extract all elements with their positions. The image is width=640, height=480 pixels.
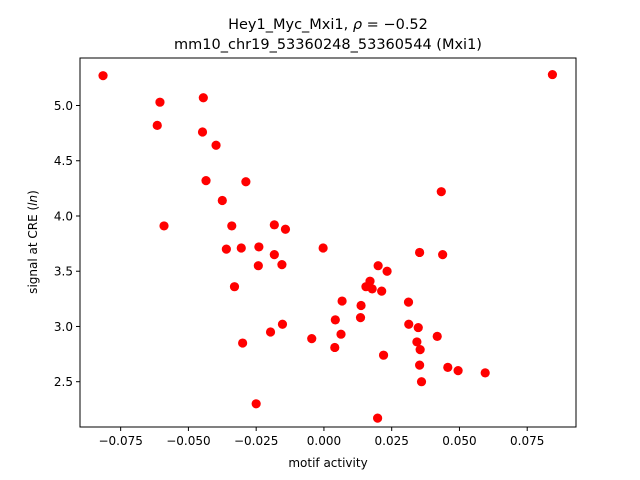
chart-title-line1: Hey1_Myc_Mxi1, ρ = −0.52: [228, 17, 428, 33]
data-point: [453, 366, 463, 376]
data-point: [336, 329, 346, 339]
data-point: [438, 250, 448, 260]
data-point: [337, 296, 347, 306]
data-point: [159, 221, 169, 231]
plot-frame: [79, 57, 577, 428]
x-tick-label: 0.000: [307, 434, 341, 448]
data-point: [404, 319, 414, 329]
data-point: [382, 266, 392, 276]
data-point: [241, 177, 251, 187]
x-tick-label: −0.075: [98, 434, 142, 448]
data-point: [269, 250, 279, 260]
data-point: [356, 300, 366, 311]
data-point: [229, 282, 240, 292]
data-point: [227, 221, 237, 231]
data-point: [277, 319, 288, 329]
data-point: [373, 413, 383, 423]
data-point: [236, 243, 246, 253]
data-point: [330, 342, 340, 353]
data-point: [152, 120, 162, 130]
data-point: [251, 399, 261, 409]
data-point: [413, 322, 423, 333]
data-point: [436, 187, 446, 197]
x-tick-label: 0.025: [375, 434, 409, 448]
data-point: [217, 195, 227, 206]
y-tick-label: 3.0: [54, 320, 73, 334]
data-point: [416, 377, 427, 387]
data-point: [443, 362, 453, 372]
data-point: [197, 127, 208, 137]
x-axis-ticks: −0.075 −0.050 −0.025 0.000 0.025 0.050 0.075: [98, 427, 544, 448]
x-tick-label: −0.050: [166, 434, 210, 448]
data-point: [211, 140, 221, 150]
data-point: [378, 350, 389, 360]
data-point: [269, 220, 279, 230]
data-point: [432, 331, 442, 342]
data-point: [415, 360, 425, 370]
data-point: [547, 69, 558, 80]
data-point: [98, 71, 108, 81]
data-point: [221, 244, 231, 254]
data-points: [98, 69, 558, 423]
y-tick-label: 4.0: [54, 209, 73, 223]
data-point: [198, 93, 208, 103]
y-tick-label: 2.5: [54, 375, 73, 389]
data-point: [480, 368, 490, 378]
data-point: [377, 286, 387, 296]
data-point: [201, 176, 211, 186]
data-point: [367, 284, 377, 294]
data-point: [403, 297, 414, 307]
y-axis-ticks: 2.5 3.0 3.5 4.0 4.5 5.0: [54, 99, 80, 389]
data-point: [373, 261, 383, 271]
data-point: [238, 338, 248, 348]
x-axis-label: motif activity: [288, 456, 367, 470]
data-point: [265, 327, 276, 337]
y-tick-label: 3.5: [54, 265, 73, 279]
y-tick-label: 5.0: [54, 99, 73, 113]
x-tick-label: −0.025: [234, 434, 278, 448]
data-point: [415, 247, 425, 258]
data-point: [330, 315, 340, 325]
x-tick-label: 0.050: [442, 434, 476, 448]
y-tick-label: 4.5: [54, 154, 73, 168]
x-tick-label: 0.075: [510, 434, 544, 448]
data-point: [415, 345, 425, 355]
data-point: [253, 261, 263, 271]
data-point: [155, 97, 165, 107]
data-point: [307, 334, 317, 344]
chart-title-line2: mm10_chr19_53360248_53360544 (Mxi1): [174, 37, 482, 53]
data-point: [277, 260, 287, 270]
data-point: [280, 224, 291, 234]
data-point: [318, 243, 328, 253]
y-axis-label: signal at CRE (ln): [26, 190, 40, 294]
data-point: [412, 337, 422, 347]
data-point: [355, 313, 366, 323]
data-point: [254, 242, 264, 252]
